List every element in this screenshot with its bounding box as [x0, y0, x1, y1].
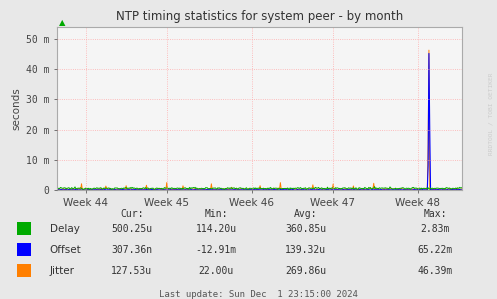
- Text: Min:: Min:: [204, 209, 228, 219]
- Text: 360.85u: 360.85u: [285, 224, 326, 234]
- Text: 307.36n: 307.36n: [111, 245, 152, 255]
- Text: 139.32u: 139.32u: [285, 245, 326, 255]
- Text: ▲: ▲: [59, 18, 65, 27]
- Text: RRDTOOL / TOBI OETIKER: RRDTOOL / TOBI OETIKER: [489, 72, 494, 155]
- Text: Delay: Delay: [50, 224, 80, 234]
- Text: 269.86u: 269.86u: [285, 266, 326, 276]
- Text: Max:: Max:: [423, 209, 447, 219]
- Title: NTP timing statistics for system peer - by month: NTP timing statistics for system peer - …: [116, 10, 403, 23]
- Text: Offset: Offset: [50, 245, 82, 255]
- Text: 2.83m: 2.83m: [420, 224, 450, 234]
- Text: Last update: Sun Dec  1 23:15:00 2024: Last update: Sun Dec 1 23:15:00 2024: [159, 290, 358, 299]
- Text: Jitter: Jitter: [50, 266, 75, 276]
- Text: Cur:: Cur:: [120, 209, 144, 219]
- Text: 22.00u: 22.00u: [199, 266, 234, 276]
- Text: Avg:: Avg:: [294, 209, 318, 219]
- Text: -12.91m: -12.91m: [196, 245, 237, 255]
- Text: 500.25u: 500.25u: [111, 224, 152, 234]
- Y-axis label: seconds: seconds: [12, 87, 22, 130]
- Text: 114.20u: 114.20u: [196, 224, 237, 234]
- Text: 46.39m: 46.39m: [417, 266, 452, 276]
- Text: 65.22m: 65.22m: [417, 245, 452, 255]
- Text: 127.53u: 127.53u: [111, 266, 152, 276]
